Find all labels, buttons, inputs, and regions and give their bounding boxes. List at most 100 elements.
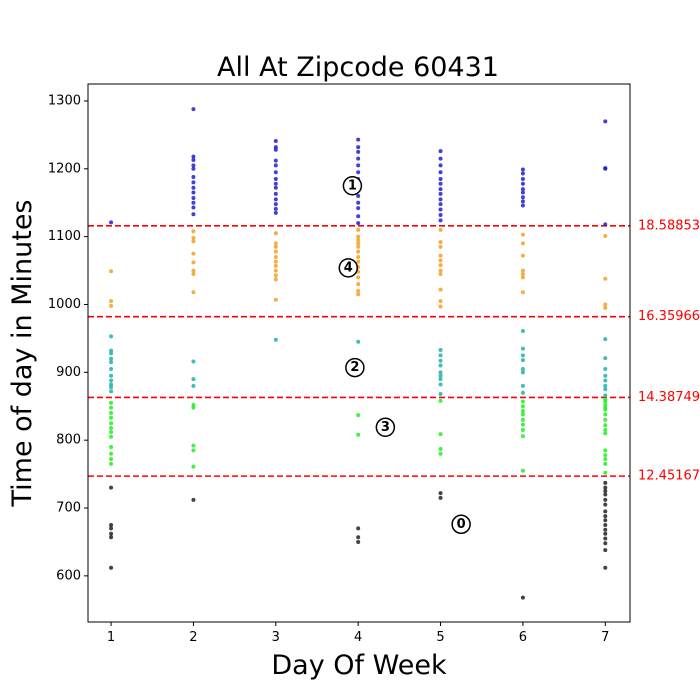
data-point bbox=[520, 290, 525, 295]
data-point bbox=[273, 255, 278, 260]
cluster-label: 0 bbox=[457, 517, 466, 532]
data-point bbox=[438, 191, 443, 196]
data-point bbox=[520, 434, 525, 439]
data-point bbox=[273, 185, 278, 190]
data-point bbox=[603, 541, 608, 546]
data-point bbox=[109, 360, 114, 365]
data-point bbox=[109, 299, 114, 304]
data-point bbox=[356, 432, 361, 437]
data-point bbox=[356, 292, 361, 297]
data-point bbox=[603, 428, 608, 433]
data-point bbox=[603, 489, 608, 494]
data-point bbox=[603, 399, 608, 404]
y-tick-label: 800 bbox=[56, 433, 81, 448]
data-point bbox=[109, 356, 114, 361]
data-point bbox=[109, 421, 114, 426]
data-point bbox=[109, 411, 114, 416]
data-point bbox=[191, 359, 196, 364]
data-point bbox=[356, 339, 361, 344]
data-point bbox=[603, 518, 608, 523]
data-point bbox=[520, 353, 525, 358]
data-point bbox=[520, 199, 525, 204]
data-point bbox=[520, 366, 525, 371]
data-point bbox=[191, 200, 196, 205]
data-point bbox=[438, 176, 443, 181]
data-point bbox=[191, 163, 196, 168]
data-point bbox=[603, 166, 608, 171]
data-point bbox=[603, 531, 608, 536]
data-point bbox=[520, 167, 525, 172]
data-point bbox=[356, 275, 361, 280]
data-point bbox=[603, 509, 608, 514]
data-point bbox=[273, 259, 278, 264]
data-point bbox=[109, 415, 114, 420]
data-point bbox=[603, 276, 608, 281]
data-point bbox=[273, 273, 278, 278]
data-point bbox=[191, 377, 196, 382]
data-point bbox=[438, 446, 443, 451]
data-point bbox=[603, 527, 608, 532]
data-point bbox=[191, 195, 196, 200]
data-point bbox=[603, 497, 608, 502]
data-point bbox=[109, 366, 114, 371]
data-point bbox=[603, 337, 608, 342]
data-point bbox=[356, 249, 361, 254]
data-point bbox=[109, 405, 114, 410]
data-point bbox=[520, 383, 525, 388]
data-point bbox=[438, 299, 443, 304]
data-point bbox=[520, 275, 525, 280]
data-point bbox=[603, 233, 608, 238]
data-points bbox=[109, 107, 608, 600]
data-point bbox=[603, 378, 608, 383]
data-point bbox=[356, 145, 361, 150]
data-point bbox=[438, 227, 443, 232]
data-point bbox=[603, 536, 608, 541]
data-point bbox=[109, 451, 114, 456]
data-point bbox=[109, 535, 114, 540]
data-point bbox=[191, 166, 196, 171]
data-point bbox=[191, 107, 196, 112]
x-tick-label: 3 bbox=[272, 630, 280, 645]
cluster-marker-ring bbox=[451, 514, 471, 535]
cluster-marker-ring bbox=[345, 357, 365, 378]
data-point bbox=[520, 412, 525, 417]
y-tick-label: 1200 bbox=[48, 161, 81, 176]
data-point bbox=[356, 241, 361, 246]
data-point bbox=[520, 268, 525, 273]
data-point bbox=[191, 239, 196, 244]
data-point bbox=[356, 413, 361, 418]
data-point bbox=[438, 432, 443, 437]
data-point bbox=[438, 197, 443, 202]
data-point bbox=[520, 203, 525, 208]
plot-frame bbox=[87, 83, 631, 623]
data-point bbox=[603, 412, 608, 417]
data-point bbox=[356, 288, 361, 293]
data-point bbox=[191, 157, 196, 162]
data-point bbox=[191, 185, 196, 190]
data-point bbox=[520, 417, 525, 422]
data-point bbox=[603, 480, 608, 485]
data-point bbox=[273, 170, 278, 175]
data-point bbox=[273, 244, 278, 249]
data-point bbox=[438, 363, 443, 368]
data-point bbox=[438, 240, 443, 245]
data-point bbox=[109, 378, 114, 383]
data-point bbox=[109, 334, 114, 339]
data-point bbox=[191, 448, 196, 453]
data-point bbox=[603, 457, 608, 462]
data-point bbox=[273, 158, 278, 163]
data-point bbox=[438, 207, 443, 212]
y-tick-label: 1300 bbox=[48, 93, 81, 108]
data-point bbox=[109, 526, 114, 531]
data-point bbox=[191, 190, 196, 195]
data-point bbox=[603, 366, 608, 371]
data-point bbox=[273, 197, 278, 202]
data-point bbox=[438, 347, 443, 352]
y-axis-ticks: 600 700 800 900 1000 1100 1200 1300 bbox=[48, 93, 88, 583]
data-point bbox=[273, 277, 278, 282]
data-point bbox=[438, 287, 443, 292]
data-point bbox=[438, 212, 443, 217]
data-point bbox=[191, 212, 196, 217]
data-point bbox=[109, 351, 114, 356]
data-point bbox=[438, 398, 443, 403]
